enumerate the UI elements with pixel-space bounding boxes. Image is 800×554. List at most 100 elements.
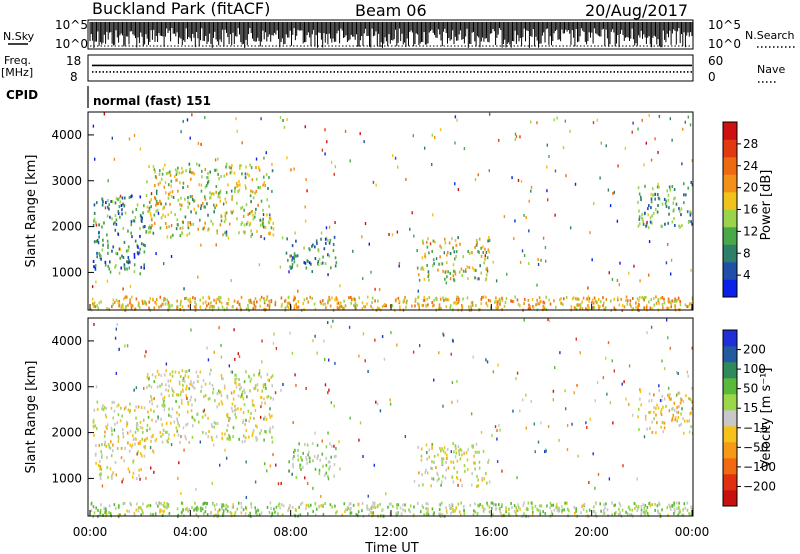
echo-cell — [175, 178, 177, 182]
echo-cell — [149, 504, 152, 508]
echo-cell — [182, 376, 185, 380]
echo-cell — [251, 399, 254, 403]
echo-cell — [162, 503, 165, 507]
echo-cell — [626, 512, 629, 516]
echo-cell — [654, 207, 657, 211]
echo-cell — [232, 503, 235, 507]
echo-cell — [116, 404, 119, 408]
echo-cell — [211, 438, 214, 442]
echo-cell — [649, 216, 652, 220]
echo-cell — [359, 421, 362, 425]
echo-cell — [636, 477, 638, 481]
echo-cell — [637, 407, 640, 411]
echo-cell — [163, 205, 165, 209]
echo-cell — [471, 303, 474, 307]
echo-cell — [669, 188, 672, 192]
echo-cell — [327, 460, 330, 464]
echo-cell — [569, 129, 571, 133]
echo-cell — [134, 239, 137, 243]
echo-cell — [143, 204, 145, 208]
echo-cell — [654, 508, 656, 512]
echo-cell — [345, 508, 347, 512]
echo-cell — [566, 448, 569, 452]
echo-cell — [579, 302, 582, 306]
echo-cell — [297, 305, 300, 309]
echo-cell — [268, 213, 271, 217]
echo-cell — [219, 199, 222, 203]
echo-cell — [144, 225, 146, 229]
echo-cell — [159, 181, 161, 185]
echo-cell — [207, 171, 209, 175]
echo-cell — [328, 241, 331, 245]
echo-cell — [191, 403, 193, 407]
echo-cell — [480, 271, 483, 275]
echo-cell — [158, 305, 160, 309]
echo-cell — [477, 478, 479, 482]
echo-cell — [566, 423, 569, 427]
echo-cell — [655, 431, 657, 435]
echo-cell — [678, 501, 680, 505]
echo-cell — [455, 451, 458, 455]
echo-cell — [459, 457, 462, 461]
echo-cell — [440, 246, 443, 250]
echo-cell — [668, 212, 670, 216]
echo-cell — [207, 397, 210, 401]
echo-cell — [211, 383, 214, 387]
echo-cell — [103, 112, 106, 116]
echo-cell — [190, 380, 192, 384]
echo-cell — [668, 185, 671, 189]
echo-cell — [128, 449, 131, 453]
echo-cell — [207, 179, 210, 183]
echo-cell — [435, 257, 438, 261]
echo-cell — [286, 118, 288, 122]
colorbar-block — [723, 490, 737, 507]
echo-cell — [258, 263, 261, 267]
echo-cell — [155, 203, 157, 207]
echo-cell — [453, 301, 455, 305]
echo-cell — [296, 264, 299, 268]
echo-cell — [109, 440, 112, 444]
echo-cell — [443, 446, 446, 450]
echo-cell — [171, 374, 174, 378]
echo-cell — [100, 300, 102, 304]
echo-cell — [123, 407, 126, 411]
echo-cell — [94, 267, 97, 271]
echo-cell — [452, 277, 455, 281]
echo-cell — [106, 427, 108, 431]
echo-cell — [164, 302, 167, 306]
echo-cell — [381, 335, 384, 339]
echo-cell — [431, 467, 433, 471]
echo-cell — [100, 254, 102, 258]
echo-cell — [137, 441, 140, 445]
echo-cell — [127, 245, 130, 249]
echo-cell — [171, 393, 174, 397]
echo-cell — [684, 120, 686, 124]
echo-cell — [525, 393, 527, 397]
echo-cell — [250, 189, 252, 193]
echo-cell — [186, 396, 188, 400]
echo-cell — [330, 325, 332, 329]
echo-cell — [417, 273, 420, 277]
echo-cell — [366, 302, 368, 306]
echo-cell — [529, 120, 532, 124]
echo-cell — [536, 283, 538, 287]
echo-cell — [599, 176, 601, 180]
echo-cell — [675, 501, 678, 505]
echo-cell — [304, 442, 306, 446]
echo-cell — [476, 512, 479, 516]
echo-cell — [553, 508, 556, 512]
echo-cell — [117, 437, 120, 441]
echo-cell — [689, 210, 691, 214]
echo-cell — [309, 248, 311, 252]
echo-cell — [380, 513, 382, 517]
echo-cell — [108, 504, 111, 508]
echo-cell — [205, 184, 208, 188]
echo-cell — [317, 249, 320, 253]
echo-cell — [214, 421, 217, 425]
echo-cell — [371, 504, 374, 508]
echo-cell — [147, 210, 149, 214]
echo-cell — [203, 408, 206, 412]
echo-cell — [189, 300, 192, 304]
echo-cell — [348, 296, 350, 300]
echo-cell — [492, 512, 494, 516]
